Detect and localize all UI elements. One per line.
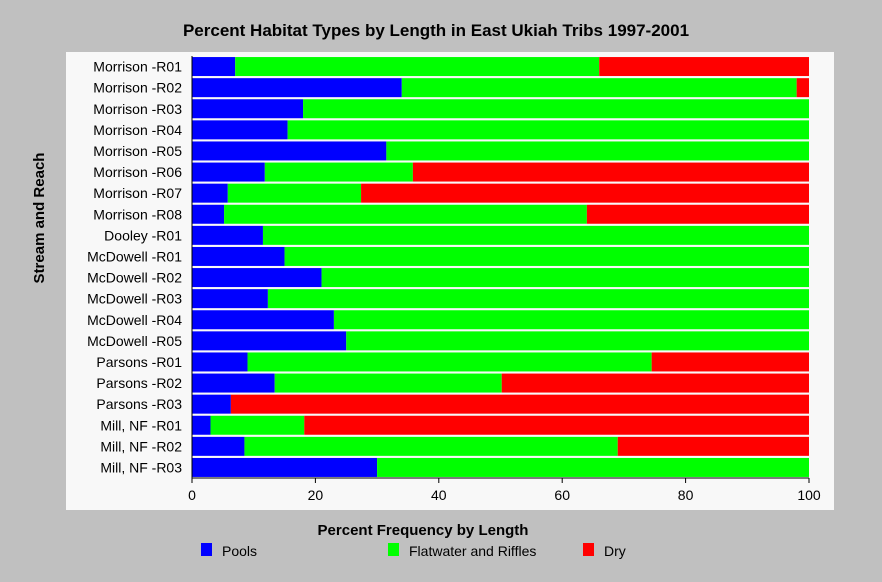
y-tick-label: Morrison -R01	[93, 59, 182, 75]
bar-segment-2-row-20	[377, 457, 809, 477]
bar-segment-2-row-18	[210, 415, 305, 435]
bar-segment-2-row-7	[227, 183, 362, 203]
bars	[192, 57, 809, 477]
y-tick-label: Morrison -R07	[93, 185, 182, 201]
bar-segment-2-row-5	[386, 141, 809, 161]
y-tick-label: Morrison -R06	[93, 164, 182, 180]
bar-segment-3-row-8	[586, 204, 809, 224]
y-tick-label: Mill, NF -R03	[100, 459, 182, 475]
bar-segment-1-row-8	[192, 204, 225, 224]
legend-label-2: Flatwater and Riffles	[409, 543, 536, 559]
y-tick-labels: Morrison -R01 Morrison -R02 Morrison -R03 M…	[87, 59, 182, 476]
bar-segment-2-row-14	[346, 331, 809, 351]
bar-segment-2-row-13	[333, 310, 809, 330]
bar-segment-2-row-4	[287, 120, 809, 140]
legend-label-3: Dry	[604, 543, 626, 559]
bar-segment-3-row-19	[617, 436, 809, 456]
bar-segment-2-row-19	[244, 436, 618, 456]
bar-segment-2-row-10	[284, 246, 809, 266]
y-tick-label: McDowell -R02	[87, 270, 182, 286]
bar-segment-2-row-8	[224, 204, 587, 224]
y-tick-label: McDowell -R05	[87, 333, 182, 349]
bar-segment-1-row-14	[192, 331, 347, 351]
bar-segment-3-row-18	[304, 415, 809, 435]
y-tick-label: Morrison -R08	[93, 206, 182, 222]
bar-segment-3-row-2	[796, 78, 809, 98]
bar-segment-1-row-5	[192, 141, 387, 161]
bar-segment-3-row-15	[651, 352, 809, 372]
x-tick-label: 20	[308, 487, 324, 503]
y-tick-label: Parsons -R03	[96, 396, 182, 412]
bar-segment-3-row-16	[501, 373, 809, 393]
legend-label-1: Pools	[222, 543, 257, 559]
bar-segment-2-row-1	[235, 57, 600, 77]
bar-segment-1-row-13	[192, 310, 334, 330]
y-tick-label: Morrison -R03	[93, 101, 182, 117]
bar-segment-1-row-9	[192, 225, 263, 245]
bar-segment-3-row-1	[599, 57, 809, 77]
bar-segment-2-row-3	[303, 99, 809, 119]
legend-swatch-1	[201, 543, 212, 556]
bar-segment-1-row-3	[192, 99, 304, 119]
axes	[191, 56, 809, 479]
bar-segment-1-row-4	[192, 120, 288, 140]
y-tick-label: Parsons -R02	[96, 375, 182, 391]
y-tick-label: McDowell -R04	[87, 312, 182, 328]
bar-segment-1-row-2	[192, 78, 402, 98]
bar-segment-1-row-6	[192, 162, 265, 182]
chart-title: Percent Habitat Types by Length in East …	[183, 21, 689, 40]
x-tick-label: 100	[797, 487, 821, 503]
bar-segment-2-row-11	[321, 268, 809, 288]
bar-segment-2-row-16	[274, 373, 502, 393]
legend-swatch-3	[583, 543, 594, 556]
bar-segment-1-row-18	[192, 415, 211, 435]
bar-segment-1-row-16	[192, 373, 275, 393]
bar-segment-2-row-12	[267, 289, 809, 309]
x-tick-labels: 0 20 40 60 80 100	[188, 478, 821, 503]
bar-segment-2-row-2	[401, 78, 797, 98]
y-tick-label: Mill, NF -R02	[100, 438, 182, 454]
y-tick-label: Dooley -R01	[104, 227, 182, 243]
x-tick-label: 60	[554, 487, 570, 503]
y-tick-label: McDowell -R03	[87, 291, 182, 307]
x-tick-label: 0	[188, 487, 196, 503]
x-tick-label: 40	[431, 487, 447, 503]
bar-segment-2-row-15	[247, 352, 652, 372]
bar-segment-1-row-12	[192, 289, 268, 309]
y-tick-label: Mill, NF -R01	[100, 417, 182, 433]
bar-segment-3-row-6	[412, 162, 809, 182]
y-tick-label: Morrison -R05	[93, 143, 182, 159]
bar-segment-2-row-9	[262, 225, 809, 245]
legend-swatch-2	[388, 543, 399, 556]
bar-segment-1-row-17	[192, 394, 231, 414]
legend: Pools Flatwater and Riffles Dry	[201, 543, 626, 559]
bar-segment-1-row-10	[192, 246, 285, 266]
x-tick-label: 80	[678, 487, 694, 503]
y-tick-label: Morrison -R02	[93, 80, 182, 96]
bar-segment-1-row-15	[192, 352, 248, 372]
x-axis-label: Percent Frequency by Length	[318, 522, 529, 539]
y-tick-label: Morrison -R04	[93, 122, 182, 138]
bar-segment-3-row-17	[230, 394, 809, 414]
y-tick-label: McDowell -R01	[87, 248, 182, 264]
bar-segment-1-row-19	[192, 436, 245, 456]
bar-segment-1-row-7	[192, 183, 228, 203]
bar-segment-2-row-6	[264, 162, 413, 182]
y-tick-label: Parsons -R01	[96, 354, 182, 370]
bar-segment-1-row-1	[192, 57, 236, 77]
y-axis-label: Stream and Reach	[31, 153, 48, 284]
bar-segment-1-row-11	[192, 268, 322, 288]
bar-segment-1-row-20	[192, 457, 378, 477]
bar-segment-3-row-7	[361, 183, 809, 203]
